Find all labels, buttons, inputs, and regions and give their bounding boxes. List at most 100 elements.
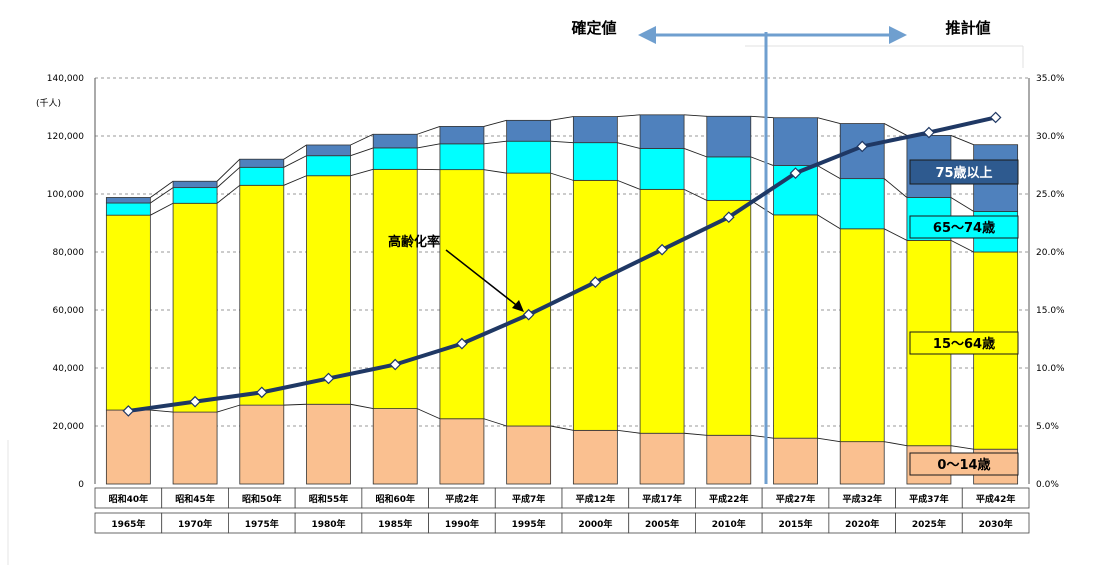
x-category-year: 2005年 — [645, 518, 679, 530]
x-category-era: 昭和55年 — [309, 493, 349, 505]
x-category-year: 1995年 — [512, 518, 546, 530]
bar-segment — [639, 188, 685, 434]
bar-segment — [105, 214, 151, 411]
x-category-year: 2010年 — [712, 518, 746, 530]
bar-segment — [506, 140, 552, 174]
bar-segment — [306, 144, 351, 157]
bar-segment — [506, 172, 552, 427]
connector-line — [884, 123, 908, 136]
y-tick-label: 40,000 — [53, 364, 85, 374]
bar-segment — [706, 199, 752, 436]
aging-rate-line — [122, 111, 1002, 417]
legend: 75歳以上 65～74歳 15～64歳 0～14歳 — [909, 159, 1019, 476]
connector-line — [283, 403, 307, 406]
connector-line — [483, 140, 507, 145]
aging-rate-marker — [722, 211, 735, 224]
x-category-era: 平成22年 — [709, 493, 749, 505]
bar-segment — [773, 214, 818, 439]
bar-segment — [773, 437, 818, 485]
aging-rate-marker — [389, 358, 402, 371]
x-category-year: 2025年 — [912, 518, 946, 530]
bar-segment — [839, 228, 885, 443]
connector-line — [950, 197, 974, 212]
legend-label-0: 0～14歳 — [937, 457, 990, 473]
y-tick-label: 80,000 — [53, 248, 85, 258]
legend-box-15 — [909, 331, 1019, 355]
x-category-era: 昭和60年 — [375, 493, 415, 505]
connector-line — [550, 425, 574, 431]
aging-rate-marker — [522, 308, 535, 321]
legend-box-75 — [909, 159, 1019, 185]
y-tick-label: 120,000 — [47, 132, 84, 142]
connector-line — [216, 158, 241, 182]
legend-label-65: 65～74歳 — [933, 220, 995, 236]
connector-line — [617, 179, 641, 190]
y-tick-label: 60,000 — [53, 306, 85, 316]
connector-line — [683, 148, 707, 158]
x-category-year: 2020年 — [845, 518, 879, 530]
aging-rate-marker — [322, 372, 335, 385]
connector-line — [550, 116, 574, 121]
bar-segment — [773, 117, 818, 166]
x-category-era: 平成2年 — [445, 493, 478, 505]
header-estimated: 推計値 — [945, 19, 990, 37]
arrow-right-icon — [889, 26, 907, 44]
bar-segment — [506, 425, 552, 485]
x-category-era: 昭和45年 — [175, 493, 215, 505]
connector-line — [750, 156, 774, 167]
connector-line — [550, 172, 574, 181]
bar-segment — [439, 143, 485, 171]
bar-segment — [506, 119, 552, 142]
y2-tick-label: 20.0% — [1036, 248, 1065, 258]
bar-segment — [706, 115, 752, 158]
connector-line — [817, 117, 841, 124]
y-tick-label: 140,000 — [47, 74, 84, 84]
connector-line — [617, 114, 641, 118]
legend-box-0 — [909, 452, 1019, 476]
bar-segment — [306, 175, 351, 405]
bar-segment — [172, 187, 218, 204]
x-category-era: 昭和40年 — [109, 493, 149, 505]
arrow-left-icon — [638, 26, 656, 44]
connector-line — [150, 180, 174, 198]
connector-line — [750, 115, 774, 119]
bar-segment — [439, 169, 485, 420]
x-category-era: 平成7年 — [512, 493, 545, 505]
bar-segment — [572, 116, 618, 144]
x-axis-table: 昭和40年 1965年 昭和45年 1970年 昭和50年 1975年 昭和55年 1980年… — [94, 487, 1030, 534]
x-category-year: 1980年 — [311, 518, 345, 530]
connector-line — [283, 155, 307, 168]
connector-line — [483, 169, 507, 174]
connector-line — [150, 187, 174, 204]
x-category-era: 平成32年 — [842, 493, 882, 505]
y2-tick-label: 35.0% — [1036, 74, 1065, 84]
bar-segment — [172, 202, 218, 413]
bar-segment — [372, 408, 418, 485]
legend-box-65 — [909, 215, 1019, 239]
x-category-year: 1975年 — [245, 518, 279, 530]
y-axis-unit: (千人) — [36, 98, 61, 109]
x-category-year: 2000年 — [578, 518, 612, 530]
bar-segment — [572, 142, 618, 181]
connector-line — [150, 409, 174, 413]
aging-rate-marker — [856, 140, 869, 153]
header-arrows — [638, 26, 1024, 68]
header-confirmed: 確定値 — [570, 19, 616, 37]
connector-line — [417, 143, 441, 149]
connector-line — [283, 175, 307, 186]
x-cell-year — [961, 512, 1030, 534]
connector-line — [750, 434, 774, 439]
y-tick-label: 20,000 — [53, 422, 85, 432]
connector-line — [617, 142, 641, 149]
y2-tick-label: 5.0% — [1036, 422, 1059, 432]
legend-label-15: 15～64歳 — [933, 336, 995, 352]
connector-line — [417, 126, 441, 135]
connector-line — [684, 432, 707, 436]
x-category-year: 1970年 — [178, 518, 212, 530]
connector-line — [550, 140, 574, 144]
x-category-year: 2030年 — [979, 518, 1013, 530]
x-category-year: 1985年 — [378, 518, 412, 530]
aging-rate-marker — [789, 167, 802, 179]
connector-line — [350, 168, 374, 177]
